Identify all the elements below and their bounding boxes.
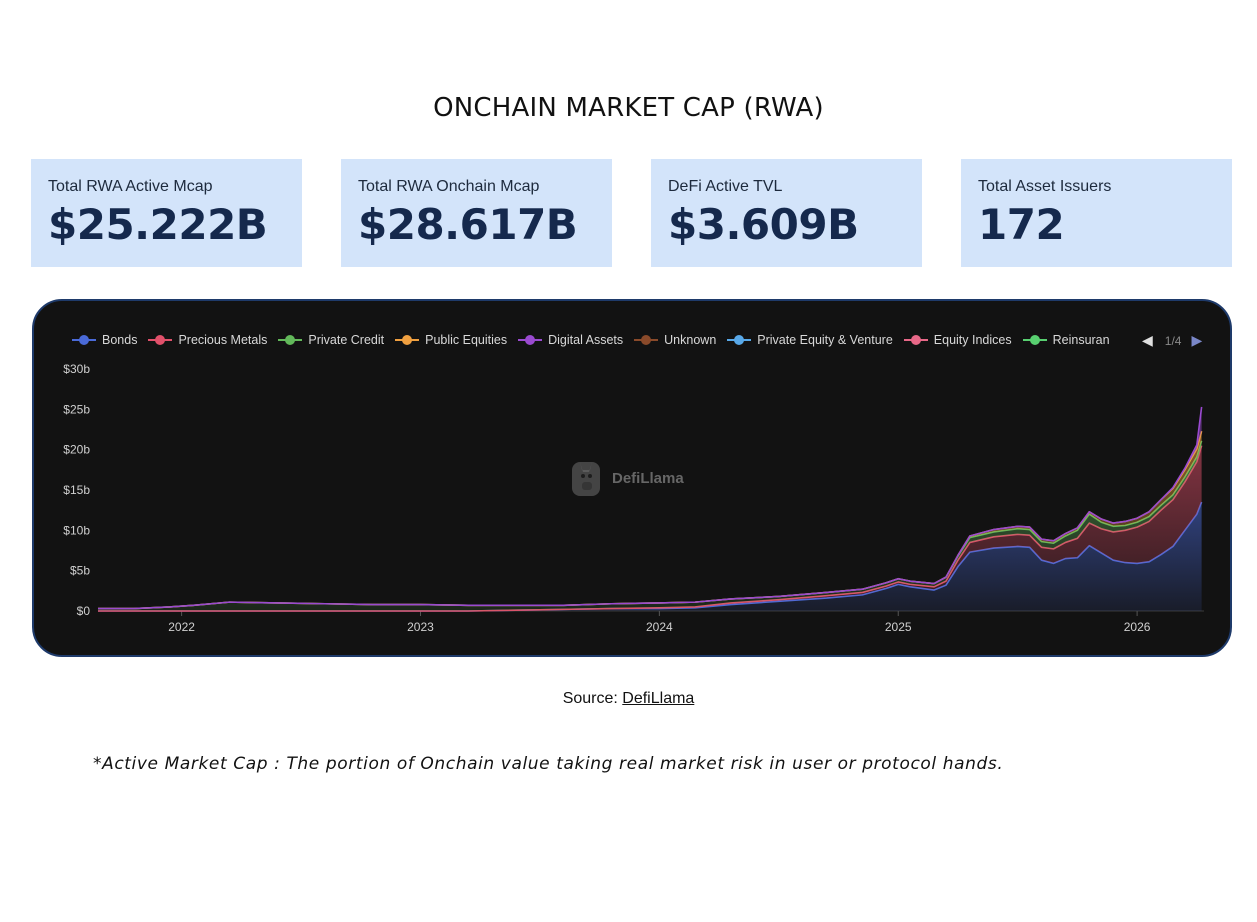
- legend-swatch-icon: [1022, 334, 1047, 346]
- legend-item[interactable]: Public Equities: [395, 333, 507, 347]
- footnote: *Active Market Cap : The portion of Onch…: [93, 754, 1004, 774]
- y-tick-label: $0: [77, 604, 91, 618]
- y-tick-label: $10b: [63, 523, 90, 537]
- legend-swatch-icon: [278, 334, 303, 346]
- legend-item[interactable]: Private Credit: [278, 333, 384, 347]
- stat-value: $3.609B: [668, 200, 859, 249]
- area-chart: $0 $5b $10b $15b $20b $25b $30b 2022 2023 2024 202…: [63, 362, 1204, 634]
- legend-label: Reinsuran: [1052, 333, 1110, 347]
- stat-label: Total Asset Issuers: [978, 178, 1112, 195]
- y-tick-label: $5b: [70, 564, 90, 578]
- legend-label: Precious Metals: [178, 333, 268, 347]
- stat-label: DeFi Active TVL: [668, 178, 783, 195]
- legend-swatch-icon: [148, 334, 173, 346]
- stat-card-active-mcap: Total RWA Active Mcap $25.222B: [31, 159, 302, 267]
- legend-item[interactable]: Precious Metals: [148, 333, 267, 347]
- x-tick-label: 2022: [168, 620, 195, 634]
- stat-value: $25.222B: [48, 200, 268, 249]
- stat-label: Total RWA Onchain Mcap: [358, 178, 540, 195]
- legend-label: Public Equities: [425, 333, 508, 347]
- legend-item[interactable]: Private Equity & Venture: [727, 333, 893, 347]
- series-line-digital-assets: [98, 406, 1203, 610]
- legend-swatch-icon: [903, 334, 928, 346]
- legend-label: Digital Assets: [548, 333, 624, 347]
- triangle-right-icon[interactable]: ▶: [1191, 332, 1203, 348]
- watermark-text: DefiLlama: [612, 469, 684, 487]
- stat-card-onchain-mcap: Total RWA Onchain Mcap $28.617B: [341, 159, 612, 267]
- llama-logo-icon: [572, 462, 600, 496]
- triangle-left-icon[interactable]: ◀: [1142, 332, 1153, 348]
- chart-legend: Bonds Precious Metals Private Credit Public…: [72, 333, 1162, 353]
- legend-label: Private Equity & Venture: [757, 333, 893, 347]
- legend-item[interactable]: Unknown: [634, 333, 716, 347]
- x-tick-label: 2025: [885, 620, 912, 634]
- source-line: Source: DefiLlama: [0, 690, 1257, 708]
- chart-panel: Bonds Precious Metals Private Credit Public…: [32, 299, 1232, 657]
- legend-swatch-icon: [727, 334, 752, 346]
- source-link[interactable]: DefiLlama: [622, 690, 695, 707]
- x-tick-label: 2023: [407, 620, 434, 634]
- y-tick-label: $25b: [63, 402, 90, 416]
- legend-swatch-icon: [72, 334, 96, 346]
- legend-swatch-icon: [634, 334, 659, 346]
- watermark: DefiLlama: [570, 458, 684, 498]
- y-tick-label: $20b: [63, 443, 90, 457]
- legend-swatch-icon: [518, 334, 543, 346]
- stat-value: 172: [978, 200, 1065, 249]
- legend-item[interactable]: Equity Indices: [903, 333, 1012, 347]
- legend-item[interactable]: Bonds: [72, 333, 137, 347]
- stat-value: $28.617B: [358, 200, 578, 249]
- legend-item[interactable]: Reinsuran: [1022, 333, 1110, 347]
- stat-label: Total RWA Active Mcap: [48, 178, 213, 195]
- legend-page-indicator: 1/4: [1164, 333, 1182, 348]
- stat-card-asset-issuers: Total Asset Issuers 172: [961, 159, 1232, 267]
- legend-label: Equity Indices: [933, 333, 1012, 347]
- legend-label: Private Credit: [308, 333, 385, 347]
- x-tick-label: 2026: [1124, 620, 1151, 634]
- legend-item[interactable]: Digital Assets: [518, 333, 623, 347]
- legend-swatch-icon: [395, 334, 420, 346]
- legend-label: Unknown: [664, 333, 717, 347]
- series-area-bonds: [98, 502, 1202, 611]
- y-tick-label: $30b: [63, 362, 90, 376]
- source-prefix: Source:: [562, 690, 623, 707]
- page-title: ONCHAIN MARKET CAP (RWA): [433, 93, 824, 123]
- x-tick-label: 2024: [646, 620, 673, 634]
- legend-label: Bonds: [102, 333, 138, 347]
- y-tick-label: $15b: [63, 483, 90, 497]
- legend-pagination: ◀ 1/4 ▶: [1142, 332, 1202, 349]
- stat-card-defi-tvl: DeFi Active TVL $3.609B: [651, 159, 922, 267]
